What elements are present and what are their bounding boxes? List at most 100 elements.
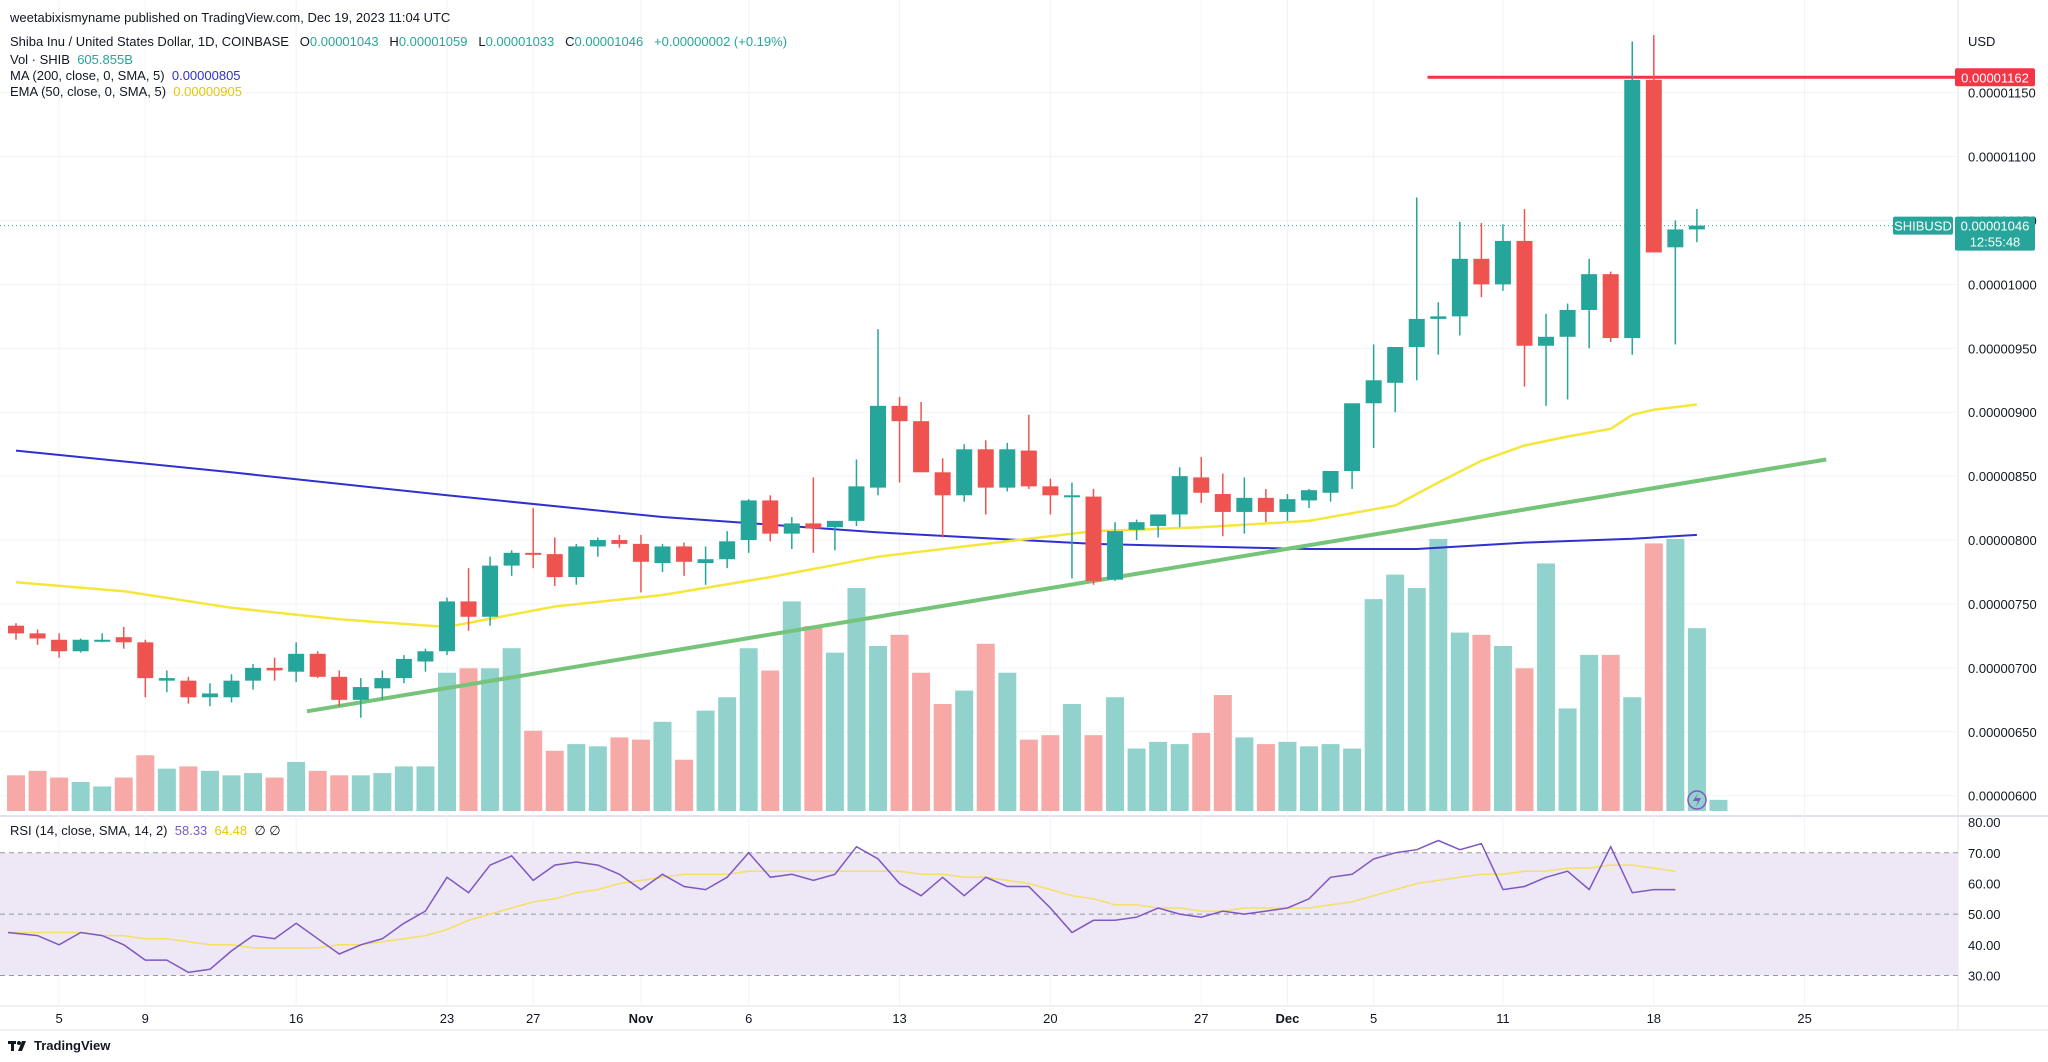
candle-body [632,543,649,562]
symbol-name[interactable]: Shiba Inu / United States Dollar, 1D, CO… [10,34,289,49]
candle-body [331,676,348,700]
candle-body [870,405,886,488]
time-tick-label: 11 [1496,1011,1510,1026]
tradingview-logo[interactable]: TradingView [8,1038,110,1053]
volume-bar [912,672,931,811]
candle-body [1559,309,1576,337]
ema-label[interactable]: EMA (50, close, 0, SMA, 5) [10,84,167,99]
volume-bar [265,777,284,811]
candle-body [1430,316,1447,319]
volume-bar [1407,588,1426,811]
publish-caption: weetabixismyname published on TradingVie… [10,10,451,25]
volume-bars [7,538,1728,811]
candle-body [654,546,671,564]
volume-bar [976,643,995,811]
time-tick-label: 9 [142,1011,149,1026]
volume-bar [244,773,263,811]
volume-bar [1300,746,1318,811]
candle-body [568,546,585,578]
candle-body [180,680,197,698]
price-tick-label: 0.00000850 [1968,469,2037,484]
volume-bar [1019,739,1038,811]
ma-legend: MA (200, close, 0, SMA, 5) 0.00000805 [10,68,241,83]
volume-bar [71,782,90,811]
price-tick-label: 0.00001000 [1968,277,2037,292]
tradingview-logo-icon [8,1040,26,1051]
rsi-label[interactable]: RSI (14, close, SMA, 14, 2) [10,823,168,838]
volume-bar [179,766,198,811]
ema50-line [15,403,1698,629]
candle-body [1107,531,1124,580]
last-price-label: 0.00001046 [1961,219,2030,234]
candle-body [201,693,218,698]
candle-body [1020,450,1037,487]
volume-bar [459,668,478,811]
candle-body [1473,258,1490,285]
symbol-tag-label: SHIBUSD [1894,219,1952,234]
candle-body [1624,79,1641,339]
volume-bar [869,645,887,811]
candle-body [891,405,908,422]
candle-body [1257,497,1274,512]
hline-price-label: 0.00001162 [1961,70,2029,85]
volume-bar [1450,632,1469,811]
candle-body [1236,497,1253,512]
volume-bar [675,759,694,811]
time-tick-label: 27 [1194,1011,1208,1026]
candle-body [1516,240,1533,346]
volume-bar [114,777,133,811]
candle-body [1063,495,1080,498]
candle-body [1214,494,1231,512]
candle-body [719,541,736,560]
candle-body [934,472,951,496]
last-price-tag [1955,216,2035,251]
volume-bar [330,775,349,811]
candle-body [1688,225,1705,230]
volume-value: 605.855B [77,52,133,67]
candle-body [1042,486,1059,496]
volume-bar [287,761,306,811]
time-axis[interactable]: 5 9 16 23 27 Nov 6 13 20 27 Dec 5 11 18 25 [55,1011,1811,1026]
volume-bar [761,670,780,811]
rsi-value: 58.33 [174,823,208,838]
volume-bar [373,773,392,811]
volume-bar [588,746,607,811]
volume-bar [1515,668,1534,811]
replay-icon [1687,790,1707,810]
volume-bar [1537,563,1556,811]
candle-body [1365,380,1382,404]
candle-body [956,449,973,496]
currency-label: USD [1968,34,1995,49]
volume-label[interactable]: Vol · SHIB [10,52,70,67]
rsi-pane [0,839,1958,976]
candle-body [29,633,46,639]
volume-bar [1580,654,1599,811]
ma-label[interactable]: MA (200, close, 0, SMA, 5) [10,68,165,83]
volume-bar [1623,697,1642,811]
price-axis[interactable]: USD0.000011500.000011000.000010500.00001… [1893,34,2037,983]
lightning-icon [1693,793,1701,807]
volume-bar [631,739,650,811]
candle-body [115,637,132,643]
volume-bar [1127,748,1146,811]
candle-body [740,500,757,541]
candle-body [676,546,693,562]
time-tick-label: Nov [629,1011,654,1026]
ema-value: 0.00000905 [173,84,242,99]
symbol-legend: Shiba Inu / United States Dollar, 1D, CO… [10,34,787,49]
low-value: 0.00001033 [485,34,555,49]
volume-bar [1429,538,1448,811]
ma-value: 0.00000805 [171,68,241,83]
close-value: 0.00001046 [574,34,644,49]
volume-bar [847,588,866,811]
candle-body [525,552,542,555]
volume-bar [1386,574,1405,811]
volume-bar [1213,695,1232,811]
volume-bar [481,668,500,811]
high-label: H [389,34,399,49]
volume-bar [351,775,370,811]
rsi-tick-label: 50.00 [1968,907,2001,922]
candle-body [1645,79,1662,253]
candle-body [266,667,283,671]
